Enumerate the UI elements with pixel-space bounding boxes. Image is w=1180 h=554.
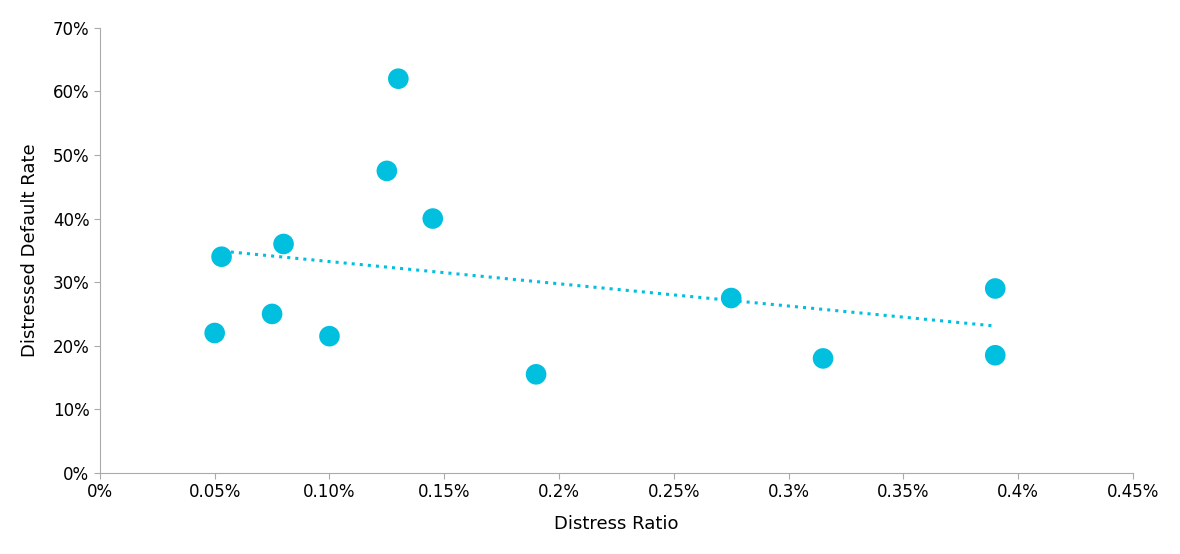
- Point: [378, 166, 396, 175]
- Y-axis label: Distressed Default Rate: Distressed Default Rate: [21, 143, 39, 357]
- Point: [526, 370, 545, 379]
- Point: [985, 351, 1004, 360]
- Point: [814, 354, 833, 363]
- Point: [212, 252, 231, 261]
- X-axis label: Distress Ratio: Distress Ratio: [555, 515, 678, 533]
- Point: [205, 329, 224, 337]
- Point: [389, 74, 408, 83]
- Point: [985, 284, 1004, 293]
- Point: [320, 332, 339, 341]
- Point: [424, 214, 442, 223]
- Point: [263, 310, 282, 319]
- Point: [274, 239, 293, 248]
- Point: [722, 294, 741, 302]
